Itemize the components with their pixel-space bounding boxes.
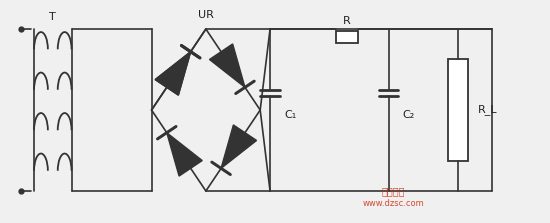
Text: www.dzsc.com: www.dzsc.com (362, 199, 425, 208)
Polygon shape (155, 52, 191, 95)
FancyBboxPatch shape (448, 59, 468, 161)
Text: C₁: C₁ (284, 110, 296, 120)
Text: 维库一下: 维库一下 (382, 186, 405, 196)
Text: T: T (50, 12, 56, 22)
Text: R_L: R_L (477, 105, 497, 116)
Polygon shape (155, 52, 191, 95)
Text: R: R (343, 16, 351, 26)
Text: C₂: C₂ (403, 110, 415, 120)
Polygon shape (221, 125, 256, 168)
Polygon shape (210, 44, 245, 87)
Text: UR: UR (198, 10, 214, 20)
Polygon shape (167, 133, 202, 176)
FancyBboxPatch shape (336, 31, 358, 43)
